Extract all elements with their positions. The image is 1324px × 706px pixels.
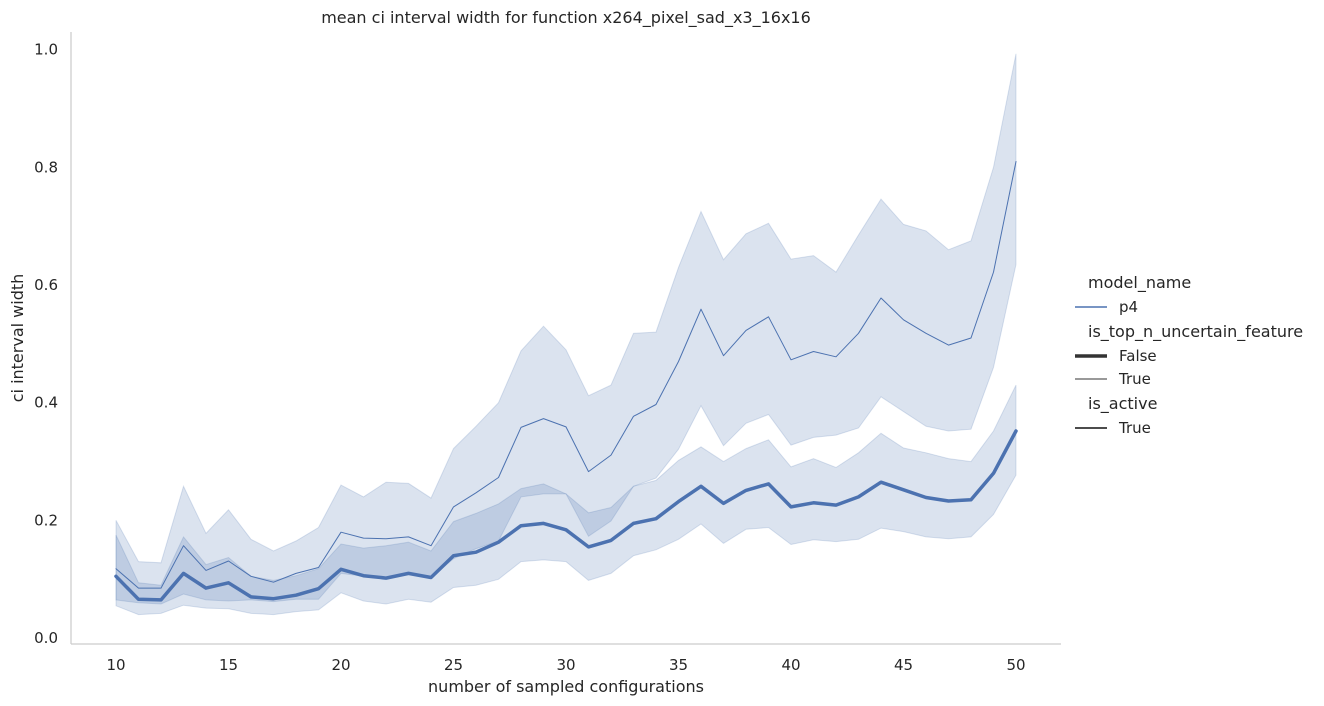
x-axis-label: number of sampled configurations — [428, 677, 704, 696]
x-tick-labels: 10 15 20 25 30 35 40 45 50 — [106, 656, 1025, 674]
y-tick-label: 0.6 — [34, 276, 58, 294]
x-tick-label: 15 — [219, 656, 238, 674]
y-tick-label: 0.8 — [34, 158, 58, 176]
legend-entry-label: True — [1118, 419, 1151, 437]
series-line-false — [114, 429, 1018, 602]
legend: model_name p4 is_top_n_uncertain_feature Fa… — [1075, 273, 1303, 437]
legend-entry-label: p4 — [1119, 298, 1138, 316]
axes — [70, 32, 1061, 645]
x-tick-label: 45 — [894, 656, 913, 674]
x-tick-label: 20 — [331, 656, 350, 674]
y-tick-label: 1.0 — [34, 41, 58, 59]
series-line-true — [115, 161, 1017, 589]
y-tick-label: 0.4 — [34, 394, 58, 412]
x-tick-label: 35 — [669, 656, 688, 674]
x-tick-label: 40 — [781, 656, 800, 674]
y-tick-label: 0.0 — [34, 629, 58, 647]
legend-title: is_active — [1088, 394, 1157, 414]
legend-title: model_name — [1088, 273, 1191, 293]
ci-band-false — [115, 384, 1017, 616]
x-tick-label: 50 — [1006, 656, 1025, 674]
x-tick-label: 10 — [106, 656, 125, 674]
y-axis-label: ci interval width — [8, 274, 27, 403]
y-tick-label: 0.2 — [34, 511, 58, 529]
legend-entry-label: True — [1118, 370, 1151, 388]
y-tick-labels: 0.0 0.2 0.4 0.6 0.8 1.0 — [34, 41, 58, 647]
legend-entry-label: False — [1119, 347, 1157, 365]
x-tick-label: 25 — [444, 656, 463, 674]
series-lines — [114, 161, 1018, 602]
x-tick-label: 30 — [556, 656, 575, 674]
legend-title: is_top_n_uncertain_feature — [1088, 322, 1303, 342]
chart-title: mean ci interval width for function x264… — [321, 8, 811, 28]
